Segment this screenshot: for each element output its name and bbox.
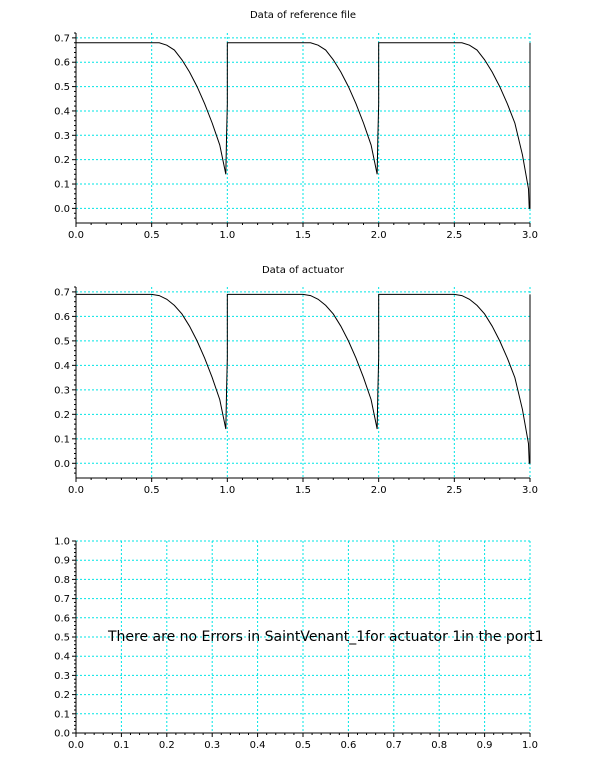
actuator-x-tick-label: 1.5 <box>295 485 311 496</box>
error-x-tick-label: 0.7 <box>386 740 402 751</box>
error-y-tick-label: 0.7 <box>54 594 70 605</box>
reference-x-tick-label: 2.5 <box>446 230 462 241</box>
actuator-x-tick-label: 2.0 <box>371 485 387 496</box>
actuator-x-tick-label: 1.0 <box>219 485 235 496</box>
reference-x-tick-label: 1.5 <box>295 230 311 241</box>
actuator-plot-area <box>76 287 530 478</box>
error-y-tick-label: 0.8 <box>54 575 70 586</box>
error-y-tick-label: 0.5 <box>54 633 70 644</box>
error-y-tick-label: 0.0 <box>54 729 70 740</box>
error-y-tick-label: 0.1 <box>54 709 70 720</box>
reference-file-panel: Data of reference file 0.0 0.5 1.0 1.5 2.0 2.… <box>54 10 538 241</box>
actuator-y-tick-label: 0.1 <box>54 434 70 445</box>
error-message-panel: 0.0 0.1 0.2 0.3 0.4 0.5 0.6 0.7 0.8 0.9 1.0 0.0 0.1 0… <box>54 537 543 752</box>
reference-file-title: Data of reference file <box>250 10 356 21</box>
reference-y-tick-label: 0.2 <box>54 155 70 166</box>
error-y-tick-label: 0.3 <box>54 671 70 682</box>
actuator-panel: Data of actuator 0.0 0.5 1.0 1.5 2.0 2.5 3.0 0.… <box>54 265 538 496</box>
error-message-annotation: There are no Errors in SaintVenant_1for … <box>107 629 543 645</box>
reference-x-tick-label: 0.5 <box>144 230 160 241</box>
error-x-tick-label: 0.2 <box>159 740 175 751</box>
actuator-y-tick-label: 0.4 <box>54 361 70 372</box>
reference-y-tick-label: 0.6 <box>54 58 70 69</box>
actuator-title: Data of actuator <box>262 265 345 276</box>
actuator-x-tick-label: 0.0 <box>68 485 84 496</box>
error-y-tick-label: 0.9 <box>54 556 70 567</box>
actuator-y-tick-label: 0.6 <box>54 312 70 323</box>
error-x-tick-label: 0.9 <box>477 740 493 751</box>
reference-x-tick-label: 2.0 <box>371 230 387 241</box>
reference-x-tick-label: 1.0 <box>219 230 235 241</box>
reference-y-tick-label: 0.5 <box>54 82 70 93</box>
reference-x-tick-label: 3.0 <box>522 230 538 241</box>
error-x-tick-label: 0.5 <box>295 740 311 751</box>
error-x-tick-label: 0.1 <box>113 740 129 751</box>
reference-y-tick-label: 0.0 <box>54 204 70 215</box>
actuator-y-tick-label: 0.3 <box>54 385 70 396</box>
reference-plot-area <box>76 33 530 223</box>
error-x-tick-label: 0.8 <box>431 740 447 751</box>
error-x-tick-label: 0.4 <box>250 740 266 751</box>
actuator-y-tick-label: 0.0 <box>54 459 70 470</box>
error-y-tick-label: 1.0 <box>54 537 70 548</box>
actuator-x-tick-label: 0.5 <box>144 485 160 496</box>
error-x-tick-label: 0.6 <box>340 740 356 751</box>
actuator-y-tick-label: 0.7 <box>54 287 70 298</box>
actuator-x-tick-label: 3.0 <box>522 485 538 496</box>
error-x-tick-label: 1.0 <box>522 740 538 751</box>
error-x-tick-label: 0.0 <box>68 740 84 751</box>
reference-y-tick-label: 0.1 <box>54 180 70 191</box>
actuator-y-tick-label: 0.2 <box>54 410 70 421</box>
reference-y-tick-label: 0.4 <box>54 106 70 117</box>
error-y-tick-label: 0.4 <box>54 652 70 663</box>
actuator-x-tick-label: 2.5 <box>446 485 462 496</box>
error-y-tick-label: 0.6 <box>54 613 70 624</box>
reference-y-tick-label: 0.3 <box>54 131 70 142</box>
error-x-tick-label: 0.3 <box>204 740 220 751</box>
reference-x-tick-label: 0.0 <box>68 230 84 241</box>
reference-series-line <box>76 42 531 209</box>
actuator-series-line <box>76 293 531 464</box>
reference-y-tick-label: 0.7 <box>54 33 70 44</box>
actuator-y-tick-label: 0.5 <box>54 336 70 347</box>
error-y-tick-label: 0.2 <box>54 690 70 701</box>
